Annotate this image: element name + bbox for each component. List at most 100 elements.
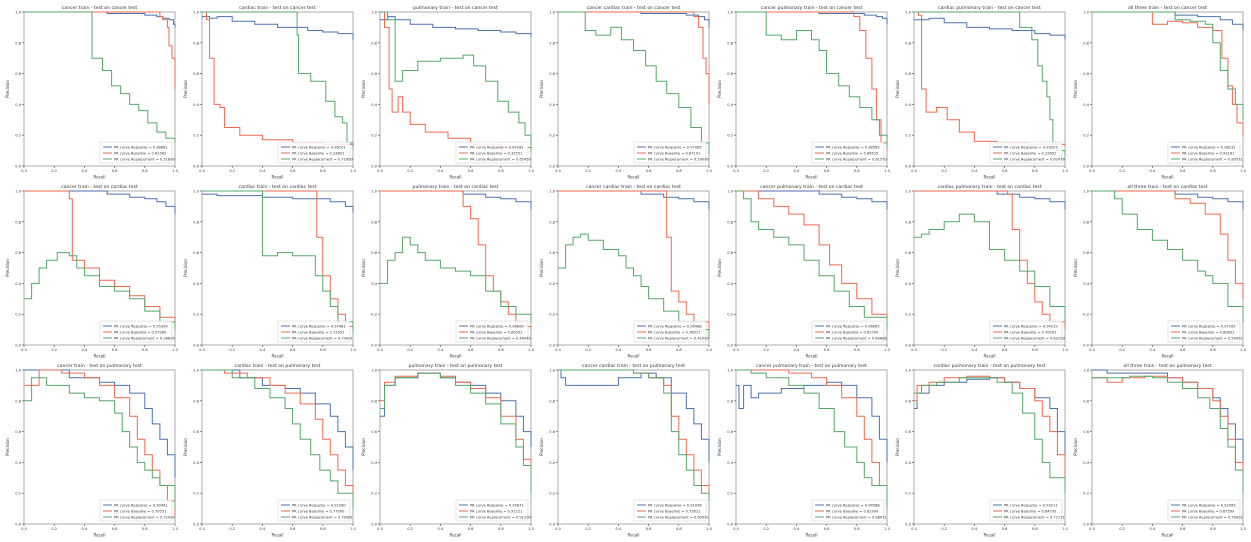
pr-curve-chart: cancer train - test on cancer test 0.0 0.2… xyxy=(5,5,179,180)
x-tick-label: 0.0 xyxy=(377,169,383,173)
y-tick-label: 0.6 xyxy=(727,251,733,255)
legend: PR curve Resparse = 0.97185 PR curve Base… xyxy=(1167,320,1243,343)
y-tick-label: 0.2 xyxy=(371,492,377,496)
x-tick-label: 0.0 xyxy=(377,527,383,531)
legend-entry: PR curve Baseline = 0.22652 xyxy=(1004,151,1056,155)
x-tick-label: 0.8 xyxy=(498,527,504,531)
x-tick-label: 1.0 xyxy=(528,169,534,173)
y-tick-label: 0.6 xyxy=(193,430,199,434)
x-tick-label: 0.6 xyxy=(824,348,830,352)
plot-area xyxy=(201,11,354,167)
chart-title: cancer train - test on cardiac test xyxy=(61,184,138,190)
y-axis-label: Precision xyxy=(895,80,900,98)
series-line-green xyxy=(24,252,176,330)
y-tick-label: 1.0 xyxy=(727,11,733,15)
x-tick-label: 1.0 xyxy=(1062,169,1068,173)
x-tick-label: 0.6 xyxy=(824,527,830,531)
x-axis-label: Recall xyxy=(272,533,284,538)
x-tick-label: 1.0 xyxy=(350,527,356,531)
y-tick-label: 0.4 xyxy=(905,282,911,286)
x-axis-label: Recall xyxy=(450,175,462,180)
x-tick-label: 0.2 xyxy=(1119,348,1125,352)
chart-panel: cardiac train - test on pulmonary test 0.… xyxy=(182,360,357,538)
legend-entry: PR curve Baseline = 0.93161 xyxy=(1182,151,1234,155)
chart-panel: pulmonary train - test on cardiac test 0.… xyxy=(360,181,535,359)
x-tick-label: 0.2 xyxy=(1119,527,1125,531)
legend-entry: PR curve Replacement = 0.38899 xyxy=(114,336,176,340)
chart-panel: cancer cardiac train - test on pulmonary… xyxy=(538,360,713,538)
y-tick-label: 0.6 xyxy=(1083,430,1089,434)
chart-panel: cardiac pulmonary train - test on cancer… xyxy=(894,2,1069,180)
legend-entry: PR curve Replacement = 0.91200 xyxy=(470,515,532,519)
x-tick-label: 0.6 xyxy=(1002,348,1008,352)
chart-title: cancer cardiac train - test on cancer te… xyxy=(587,5,681,11)
legend-entry: PR curve Resparse = 0.98881 xyxy=(114,145,168,149)
series-line-red xyxy=(1092,190,1244,299)
y-tick-label: 0.2 xyxy=(193,313,199,317)
y-tick-label: 1.0 xyxy=(15,369,21,373)
y-tick-label: 0.2 xyxy=(371,313,377,317)
x-tick-label: 0.8 xyxy=(498,169,504,173)
plot-area xyxy=(557,369,710,525)
y-tick-label: 0.4 xyxy=(371,103,377,107)
legend-entry: PR curve Resparse = 0.97085 xyxy=(648,145,702,149)
x-tick-label: 0.4 xyxy=(794,169,800,173)
y-tick-label: 1.0 xyxy=(905,190,911,194)
chart-title: cancer train - test on cancer test xyxy=(62,5,138,11)
y-tick-label: 0.6 xyxy=(727,430,733,434)
series-line-red xyxy=(558,190,710,330)
legend-entry: PR curve Resparse = 0.97181 xyxy=(470,145,524,149)
x-tick-label: 0.8 xyxy=(498,348,504,352)
legend-entry: PR curve Replacement = 0.70001 xyxy=(292,336,353,340)
legend-entry: PR curve Resparse = 0.90061 xyxy=(114,503,168,507)
series-line-green xyxy=(1092,375,1244,494)
x-tick-label: 0.8 xyxy=(142,527,148,531)
series-line-green xyxy=(736,369,888,509)
series-line-red xyxy=(1092,375,1244,486)
y-tick-label: 1.0 xyxy=(549,190,555,194)
legend-entry: PR curve Resparse = 0.93211 xyxy=(1004,503,1058,507)
x-tick-label: 1.0 xyxy=(706,527,712,531)
y-axis-label: Precision xyxy=(183,438,188,456)
x-tick-label: 1.0 xyxy=(172,348,178,352)
chart-panel: cancer pulmonary train - test on pulmona… xyxy=(716,360,891,538)
x-tick-label: 0.8 xyxy=(1032,348,1038,352)
legend-entry: PR curve Baseline = 0.33551 xyxy=(470,151,522,155)
x-tick-label: 0.4 xyxy=(616,169,622,173)
series-line-blue xyxy=(24,11,176,28)
y-tick-label: 0.4 xyxy=(193,461,199,465)
series-line-green xyxy=(1092,190,1244,322)
y-tick-label: 0.8 xyxy=(905,399,911,403)
legend-entry: PR curve Replacement = 0.70981 xyxy=(292,515,353,519)
y-tick-label: 0.6 xyxy=(549,251,555,255)
x-tick-label: 0.8 xyxy=(1032,169,1038,173)
y-tick-label: 0.8 xyxy=(727,399,733,403)
series-line-green xyxy=(24,11,176,143)
x-tick-label: 0.4 xyxy=(616,348,622,352)
x-tick-label: 0.2 xyxy=(51,348,57,352)
chart-panel: cardiac train - test on cardiac test 0.0 0… xyxy=(182,181,357,359)
x-tick-label: 0.8 xyxy=(676,169,682,173)
series-line-red xyxy=(736,369,888,509)
y-tick-label: 0.6 xyxy=(905,430,911,434)
x-tick-label: 1.0 xyxy=(1240,527,1246,531)
legend-entry: PR curve Baseline = 0.70091 xyxy=(1004,330,1056,334)
x-tick-label: 1.0 xyxy=(1240,169,1246,173)
y-tick-label: 0.2 xyxy=(15,313,21,317)
x-tick-label: 1.0 xyxy=(1062,348,1068,352)
y-tick-label: 0.4 xyxy=(1083,282,1089,286)
y-tick-label: 0.6 xyxy=(193,251,199,255)
x-tick-label: 0.2 xyxy=(585,348,591,352)
y-axis-label: Precision xyxy=(361,438,366,456)
legend-entry: PR curve Resparse = 0.92085 xyxy=(1182,503,1236,507)
plot-area xyxy=(557,11,710,167)
y-tick-label: 0.4 xyxy=(193,103,199,107)
legend: PR curve Resparse = 0.97481 PR curve Base… xyxy=(277,320,353,343)
y-tick-label: 0.8 xyxy=(727,220,733,224)
x-axis-label: Recall xyxy=(1162,354,1174,359)
legend-entry: PR curve Baseline = 0.81562 xyxy=(114,151,166,155)
y-tick-label: 0.0 xyxy=(727,523,733,527)
plot-area xyxy=(735,369,888,525)
x-tick-label: 0.6 xyxy=(290,348,296,352)
legend-entry: PR curve Baseline = 0.86519 xyxy=(826,151,879,155)
